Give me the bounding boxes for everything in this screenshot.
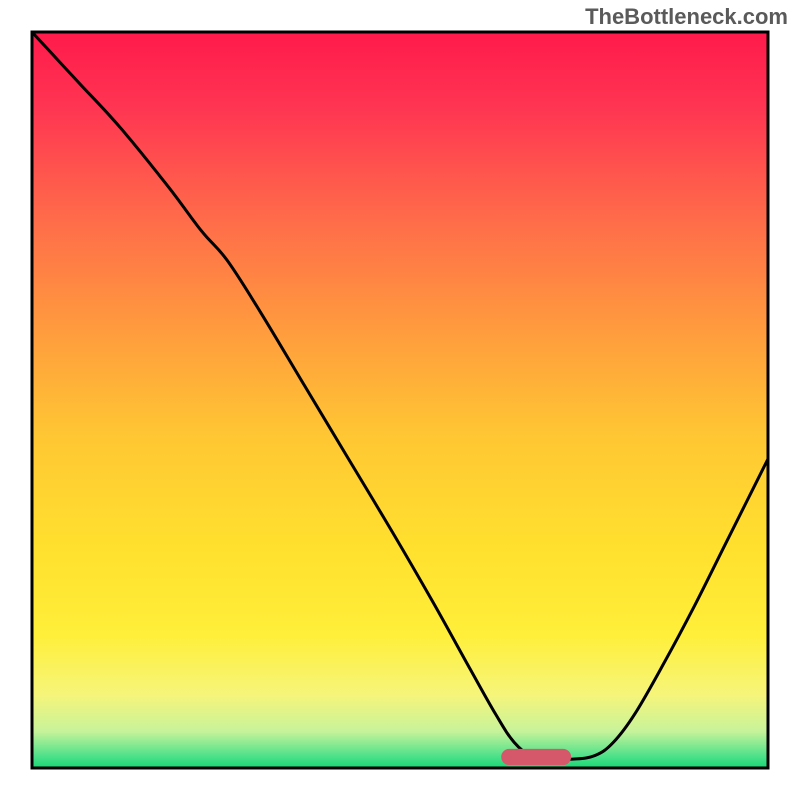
watermark-text: TheBottleneck.com xyxy=(585,4,788,29)
chart-canvas: TheBottleneck.com xyxy=(0,0,800,800)
plot-background xyxy=(32,32,768,768)
bottleneck-chart: TheBottleneck.com xyxy=(0,0,800,800)
optimal-marker xyxy=(501,749,571,765)
